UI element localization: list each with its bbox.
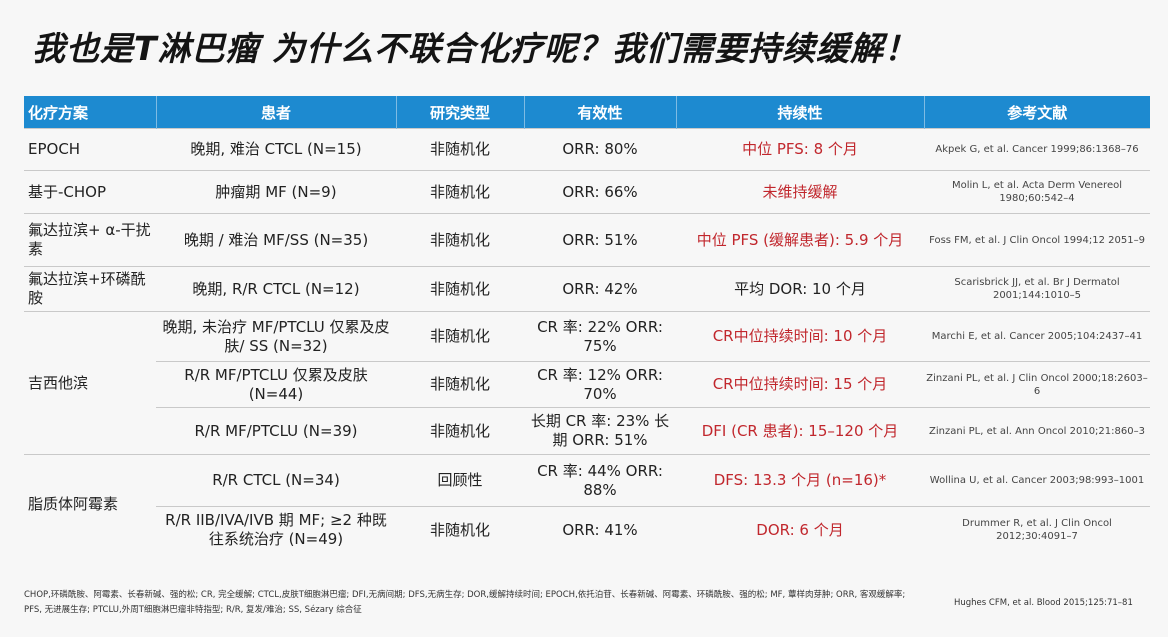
cell-durability: CR中位持续时间: 15 个月 [676,361,924,408]
cell-reference: Foss FM, et al. J Clin Oncol 1994;12 205… [924,213,1150,267]
cell-study-type: 非随机化 [396,170,524,214]
cell-patients: 肿瘤期 MF (N=9) [156,170,396,214]
cell-efficacy: ORR: 51% [524,213,676,267]
cell-efficacy: CR 率: 44% ORR: 88% [524,454,676,507]
cell-patients: 晚期, R/R CTCL (N=12) [156,266,396,312]
cell-durability: DOR: 6 个月 [676,506,924,553]
cell-patients: R/R CTCL (N=34) [156,454,396,507]
table-row: R/R MF/PTCLU (N=39) 非随机化 长期 CR 率: 23% 长期… [24,407,1150,455]
cell-reference: Drummer R, et al. J Clin Oncol 2012;30:4… [924,506,1150,553]
abbreviations-footnote: CHOP,环磷酰胺、阿霉素、长春新碱、强的松; CR, 完全缓解; CTCL,皮… [24,590,906,615]
cell-reference: Zinzani PL, et al. Ann Oncol 2010;21:860… [924,407,1150,455]
source-citation: Hughes CFM, et al. Blood 2015;125:71–81 [954,598,1133,608]
cell-reference: Marchi E, et al. Cancer 2005;104:2437–41 [924,311,1150,362]
cell-reference: Zinzani PL, et al. J Clin Oncol 2000;18:… [924,361,1150,408]
cell-durability: DFS: 13.3 个月 (n=16)* [676,454,924,507]
page-title: 我也是T淋巴瘤 为什么不联合化疗呢？我们需要持续缓解！ [32,29,918,68]
cell-regimen: 脂质体阿霉素 [24,454,156,553]
cell-efficacy: ORR: 42% [524,266,676,312]
cell-patients: 晚期 / 难治 MF/SS (N=35) [156,213,396,267]
cell-durability: 平均 DOR: 10 个月 [676,266,924,312]
table-row: R/R MF/PTCLU 仅累及皮肤 (N=44) 非随机化 CR 率: 12%… [24,361,1150,408]
cell-patients: R/R IIB/IVA/IVB 期 MF; ≥2 种既往系统治疗 (N=49) [156,506,396,553]
cell-efficacy: ORR: 66% [524,170,676,214]
header-durability: 持续性 [675,96,924,129]
cell-durability: 中位 PFS: 8 个月 [676,128,924,171]
table-row: R/R IIB/IVA/IVB 期 MF; ≥2 种既往系统治疗 (N=49) … [24,506,1150,553]
cell-reference: Molin L, et al. Acta Derm Venereol 1980;… [924,170,1150,214]
header-patients: 患者 [155,96,396,129]
cell-durability: 未维持缓解 [676,170,924,214]
header-study-type: 研究类型 [395,96,524,129]
cell-regimen: EPOCH [24,128,156,171]
cell-efficacy: ORR: 80% [524,128,676,171]
cell-regimen: 氟达拉滨+ α-干扰素 [24,213,156,267]
table-row: 基于-CHOP 肿瘤期 MF (N=9) 非随机化 ORR: 66% 未维持缓解… [24,170,1150,214]
cell-regimen: 吉西他滨 [24,311,156,455]
cell-regimen: 基于-CHOP [24,170,156,214]
cell-study-type: 非随机化 [396,213,524,267]
cell-patients: 晚期, 未治疗 MF/PTCLU 仅累及皮肤/ SS (N=32) [156,311,396,362]
table-row: 氟达拉滨+环磷酰胺 晚期, R/R CTCL (N=12) 非随机化 ORR: … [24,266,1150,312]
cell-durability: DFI (CR 患者): 15–120 个月 [676,407,924,455]
cell-study-type: 非随机化 [396,128,524,171]
cell-efficacy: ORR: 41% [524,506,676,553]
cell-reference: Akpek G, et al. Cancer 1999;86:1368–76 [924,128,1150,171]
cell-efficacy: CR 率: 12% ORR: 70% [524,361,676,408]
cell-study-type: 非随机化 [396,266,524,312]
header-regimen: 化疗方案 [24,96,156,129]
table-row: 氟达拉滨+ α-干扰素 晚期 / 难治 MF/SS (N=35) 非随机化 OR… [24,213,1150,267]
cell-study-type: 回顾性 [396,454,524,507]
table-header-row: 化疗方案 患者 研究类型 有效性 持续性 参考文献 [24,96,1150,129]
cell-efficacy: 长期 CR 率: 23% 长期 ORR: 51% [524,407,676,455]
table-row: 吉西他滨 晚期, 未治疗 MF/PTCLU 仅累及皮肤/ SS (N=32) 非… [24,311,1150,455]
cell-durability: CR中位持续时间: 10 个月 [676,311,924,362]
cell-patients: R/R MF/PTCLU 仅累及皮肤 (N=44) [156,361,396,408]
cell-study-type: 非随机化 [396,361,524,408]
cell-study-type: 非随机化 [396,506,524,553]
cell-reference: Wollina U, et al. Cancer 2003;98:993–100… [924,454,1150,507]
table-row: EPOCH 晚期, 难治 CTCL (N=15) 非随机化 ORR: 80% 中… [24,128,1150,171]
cell-efficacy: CR 率: 22% ORR: 75% [524,311,676,362]
cell-patients: R/R MF/PTCLU (N=39) [156,407,396,455]
header-efficacy: 有效性 [523,96,676,129]
cell-regimen: 氟达拉滨+环磷酰胺 [24,266,156,312]
regimen-table: 化疗方案 患者 研究类型 有效性 持续性 参考文献 EPOCH 晚期, 难治 C… [24,96,1150,553]
cell-study-type: 非随机化 [396,407,524,455]
table-row: 脂质体阿霉素 R/R CTCL (N=34) 回顾性 CR 率: 44% ORR… [24,454,1150,553]
header-reference: 参考文献 [923,96,1150,129]
cell-study-type: 非随机化 [396,311,524,362]
cell-durability: 中位 PFS (缓解患者): 5.9 个月 [676,213,924,267]
cell-patients: 晚期, 难治 CTCL (N=15) [156,128,396,171]
cell-reference: Scarisbrick JJ, et al. Br J Dermatol 200… [924,266,1150,312]
